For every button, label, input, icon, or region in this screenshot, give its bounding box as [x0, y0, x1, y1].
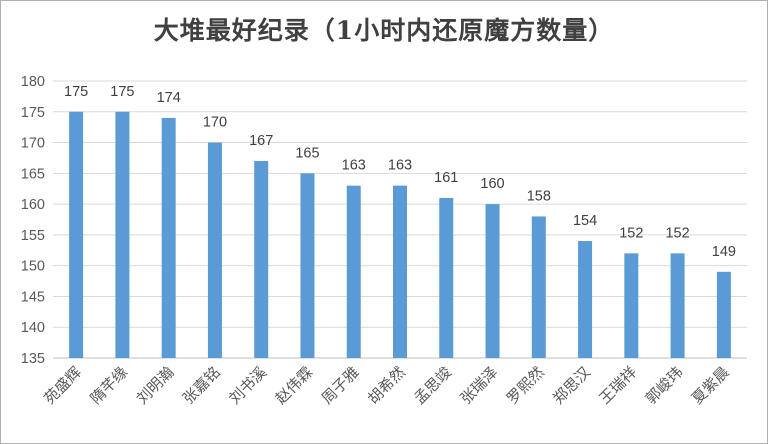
data-label: 160: [480, 176, 504, 192]
category-label: 王瑞祥: [596, 363, 641, 408]
category-label: 张嘉铭: [179, 363, 224, 408]
data-label: 165: [295, 145, 319, 161]
data-label: 174: [157, 90, 181, 106]
bar: [485, 204, 500, 358]
y-axis-ticks: 135 140 145 150 155 160 165 170 175 180: [21, 74, 45, 367]
bar: [393, 185, 407, 358]
category-label: 孟思竣: [411, 363, 456, 408]
category-label: 刘书溪: [225, 363, 270, 408]
chart-title: 大堆最好纪录（1小时内还原魔方数量）: [153, 16, 615, 45]
category-label: 刘明瀚: [133, 363, 178, 408]
data-label: 175: [64, 84, 88, 100]
category-label: 夏紫晨: [688, 363, 733, 408]
data-label: 152: [665, 225, 689, 241]
category-label: 赵伟霖: [272, 363, 317, 408]
data-label: 175: [110, 84, 134, 100]
bar: [578, 241, 593, 358]
category-label: 郭峻玮: [642, 363, 687, 408]
y-tick-label: 145: [21, 289, 45, 305]
data-label: 170: [203, 115, 227, 131]
data-label: 158: [527, 188, 551, 204]
x-axis-categories: 苑盛辉 隋芊缘 刘明瀚 张嘉铭 刘书溪 赵伟霖 周子雅 胡希然 孟思竣 张瑞泽 罗熙然 郑思汉 王瑞祥郭…: [40, 363, 732, 408]
bar: [716, 271, 731, 358]
y-tick-label: 165: [21, 166, 45, 182]
category-label: 张瑞泽: [457, 363, 502, 408]
bar: [531, 216, 546, 358]
y-tick-label: 160: [21, 197, 45, 213]
bar: [207, 142, 222, 358]
data-label: 154: [573, 213, 597, 229]
y-tick-label: 150: [21, 259, 45, 275]
y-tick-label: 175: [21, 105, 45, 121]
data-label: 161: [434, 170, 458, 186]
bars: [69, 111, 731, 359]
bar: [624, 253, 639, 358]
data-label: 152: [619, 225, 643, 241]
category-label: 苑盛辉: [40, 363, 85, 408]
data-label: 163: [342, 158, 366, 174]
bar: [69, 111, 84, 359]
data-label: 163: [388, 158, 412, 174]
y-tick-label: 180: [21, 74, 45, 90]
bar: [254, 161, 269, 358]
category-label: 胡希然: [364, 363, 409, 408]
data-label: 149: [712, 244, 736, 260]
bar: [300, 173, 315, 358]
y-tick-label: 135: [21, 351, 45, 367]
y-tick-label: 155: [21, 228, 45, 244]
bar: [346, 185, 361, 358]
category-label: 隋芊缘: [87, 363, 132, 408]
bar: [439, 197, 454, 358]
y-tick-label: 170: [21, 136, 45, 152]
data-label: 167: [249, 133, 273, 149]
category-label: 周子雅: [318, 363, 363, 408]
bar: [115, 111, 130, 359]
data-labels: 175 175 174 170 167 165 163 163 161 160 158 154 152 1…: [64, 84, 736, 260]
bar: [161, 117, 176, 358]
bar: [670, 253, 685, 358]
category-label: 罗熙然: [503, 363, 548, 408]
y-tick-label: 140: [21, 320, 45, 336]
category-label: 郑思汉: [549, 363, 594, 408]
